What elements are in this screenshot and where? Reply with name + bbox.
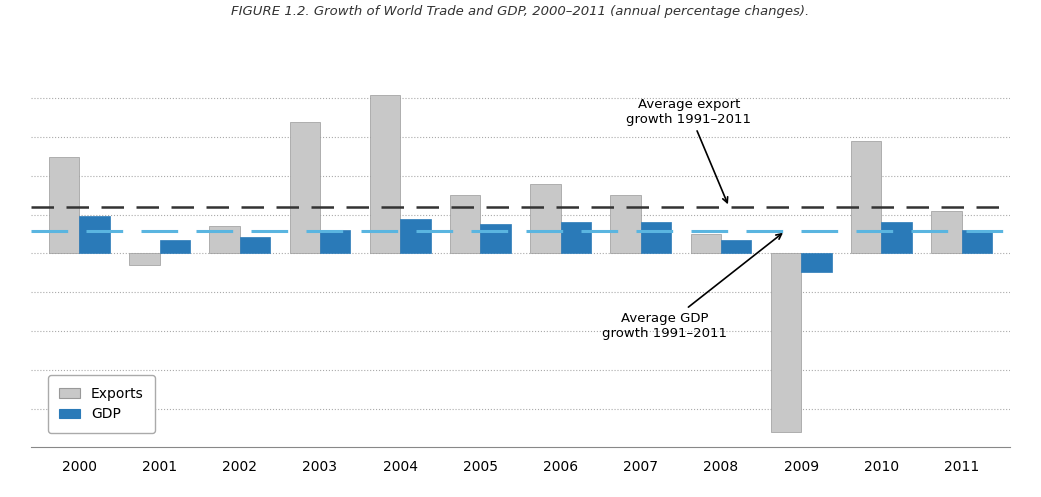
Bar xyxy=(610,195,641,253)
Text: Average GDP
growth 1991–2011: Average GDP growth 1991–2011 xyxy=(603,234,782,339)
Legend: Exports, GDP: Exports, GDP xyxy=(48,375,155,432)
Bar xyxy=(209,226,239,253)
Text: Average export
growth 1991–2011: Average export growth 1991–2011 xyxy=(627,97,752,203)
Bar xyxy=(530,184,561,253)
Bar xyxy=(79,216,110,253)
Bar xyxy=(641,223,671,253)
Bar xyxy=(721,240,752,253)
Bar xyxy=(802,253,832,272)
Bar xyxy=(239,237,271,253)
Text: FIGURE 1.2. Growth of World Trade and GDP, 2000–2011 (annual percentage changes): FIGURE 1.2. Growth of World Trade and GD… xyxy=(231,5,810,18)
Bar xyxy=(850,141,882,253)
Bar xyxy=(561,222,591,253)
Bar xyxy=(962,230,992,253)
Bar xyxy=(400,219,431,253)
Bar xyxy=(370,94,400,253)
Bar xyxy=(49,157,79,253)
Bar xyxy=(690,234,721,253)
Bar xyxy=(159,240,191,253)
Bar xyxy=(450,195,480,253)
Bar xyxy=(770,253,802,432)
Bar xyxy=(129,253,159,265)
Bar xyxy=(931,211,962,253)
Bar xyxy=(320,230,351,253)
Bar xyxy=(480,224,511,253)
Bar xyxy=(289,122,320,253)
Bar xyxy=(882,223,912,253)
